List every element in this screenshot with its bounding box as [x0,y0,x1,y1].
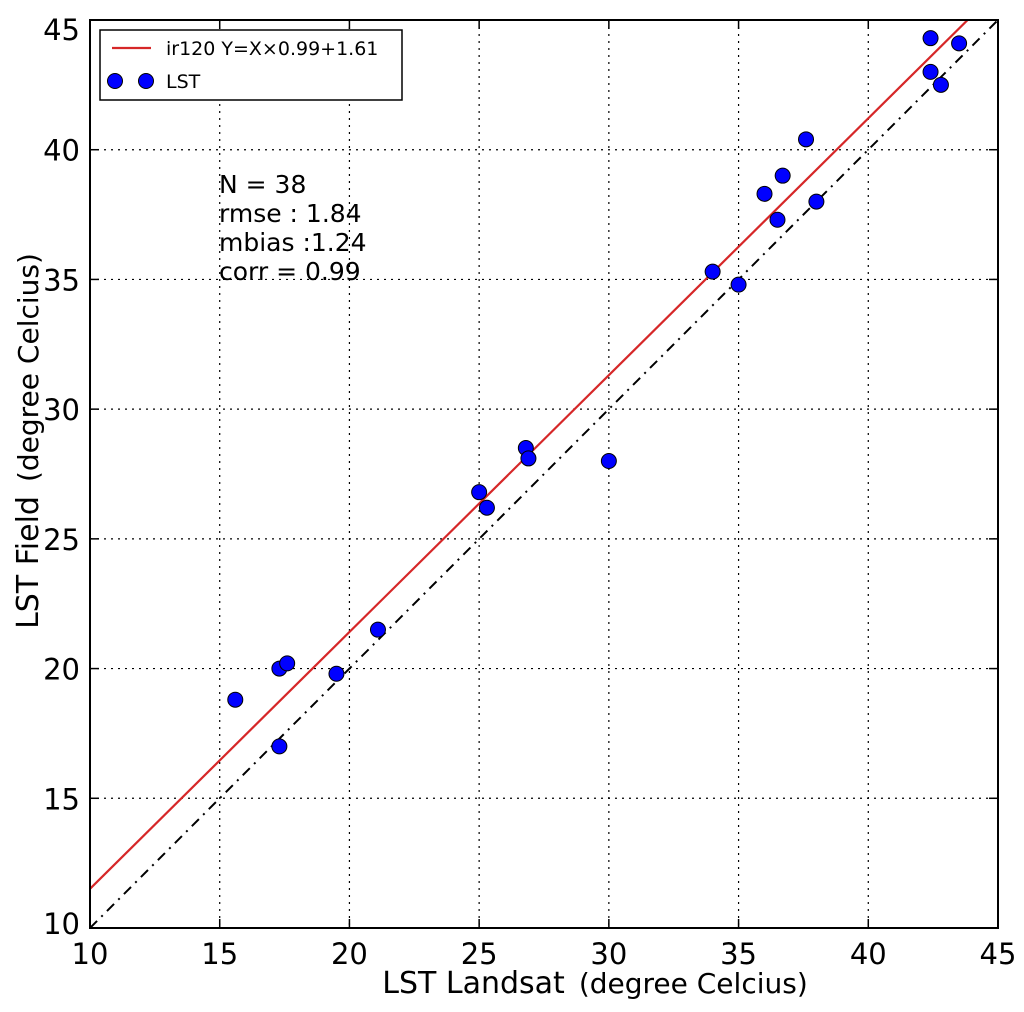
data-point [808,193,825,210]
data-point [932,76,949,93]
legend-label-lst: LST [166,71,201,93]
data-point [769,211,786,228]
data-point [271,738,288,755]
data-point [328,665,345,682]
data-point [520,450,537,467]
x-tick-label: 15 [201,937,238,971]
axis-ticks: 10 15 20 25 30 35 40 45 10 15 20 25 30 35 40 45 [43,13,1016,971]
y-tick-label: 25 [43,523,80,557]
legend-marker-swatch-2 [138,73,154,89]
stat-corr: corr = 0.99 [219,257,361,286]
data-point [798,131,815,148]
data-point [756,185,773,202]
fit-line [90,20,970,890]
data-point [704,263,721,280]
data-point [478,499,495,516]
data-point [369,621,386,638]
legend-label-fit: ir120 Y=X×0.99+1.61 [166,38,378,60]
x-tick-label: 10 [72,937,109,971]
x-tick-label: 20 [331,937,368,971]
y-tick-label: 35 [43,263,80,297]
stat-rmse: rmse : 1.84 [219,199,362,228]
x-tick-label: 45 [980,937,1017,971]
x-tick-label: 25 [461,937,498,971]
stats-annotation: N = 38 rmse : 1.84 mbias :1.24 corr = 0.… [219,170,367,286]
stat-mbias: mbias :1.24 [219,228,367,257]
x-tick-label: 40 [850,937,887,971]
y-tick-label: 45 [43,13,80,47]
data-point [600,453,617,470]
legend: ir120 Y=X×0.99+1.61 LST [99,29,403,101]
data-point [774,167,791,184]
y-tick-label: 15 [43,782,80,816]
y-tick-label: 20 [43,653,80,687]
data-point [922,30,939,47]
y-axis-label: LST Field (degree Celcius) [11,253,46,629]
legend-box [99,29,403,101]
x-axis-label: LST Landsat (degree Celcius) [382,966,808,1001]
y-tick-label: 40 [43,134,80,168]
data-point [730,276,747,293]
y-axis-title: LST Field [11,496,46,629]
x-tick-label: 35 [720,937,757,971]
y-tick-label: 30 [43,393,80,427]
data-point [227,691,244,708]
x-axis-title: LST Landsat [382,966,565,1001]
data-point [951,35,968,52]
x-axis-unit: (degree Celcius) [579,967,808,1000]
data-point [922,63,939,80]
y-axis-unit: (degree Celcius) [12,253,45,482]
y-tick-label: 10 [43,907,80,941]
stat-n: N = 38 [219,170,306,199]
legend-marker-swatch-1 [107,73,123,89]
x-tick-label: 30 [590,937,627,971]
data-point [471,484,488,501]
plot-frame [89,19,999,929]
gridlines [90,20,998,928]
data-points [227,30,968,755]
data-point [279,655,296,672]
